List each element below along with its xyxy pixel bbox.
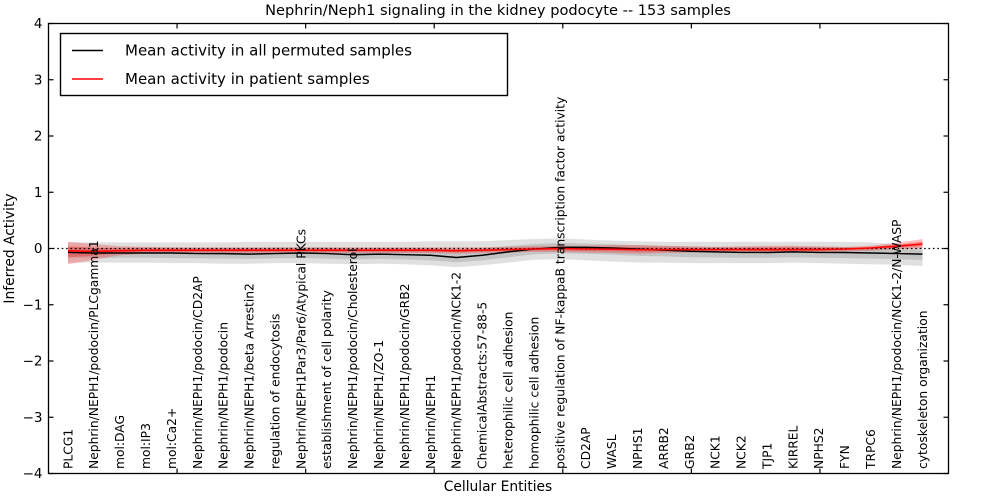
- band-permuted-outer: [68, 238, 923, 268]
- series-line-permuted: [67, 246, 923, 259]
- y-tick-label: 1: [34, 185, 43, 201]
- y-tick-label: 3: [34, 72, 43, 88]
- x-tick-label-entity: CD2AP: [579, 427, 593, 469]
- legend: Mean activity in all permuted samples Me…: [59, 32, 509, 97]
- x-axis-label: Cellular Entities: [444, 479, 553, 495]
- x-tick-label-entity: Nephrin/NEPH1/podocin: [217, 322, 231, 469]
- y-tick-label: −2: [23, 354, 43, 370]
- x-tick-label-entity: FYN: [838, 445, 852, 469]
- x-tick-label-entity: ChemicalAbstracts:57-88-5: [476, 302, 490, 469]
- x-tick-label-entity: NCK1: [709, 435, 723, 469]
- chart-title: Nephrin/Neph1 signaling in the kidney po…: [265, 2, 731, 19]
- x-tick-label-entity: mol:Ca2+: [165, 408, 179, 469]
- x-tick-label-entity: WASL: [605, 434, 619, 469]
- y-tick-label: 4: [34, 16, 43, 32]
- x-tick-label-entity: PLCG1: [61, 429, 75, 469]
- legend-box: [59, 32, 509, 97]
- x-tick-label-entity: GRB2: [683, 435, 697, 469]
- axis-ticks: [48, 22, 949, 475]
- y-tick-label: 2: [34, 129, 43, 145]
- x-tick-label-entity: Nephrin/NEPH1/podocin/GRB2: [398, 284, 412, 469]
- x-tick-label-entity: NPHS2: [812, 428, 826, 470]
- x-tick-label-entity: TJP1: [760, 443, 774, 470]
- series-lines: [67, 243, 923, 259]
- legend-label-permuted: Mean activity in all permuted samples: [125, 42, 412, 60]
- x-tick-label-entity: Nephrin/NEPH1/podocin/NCK1-2: [450, 272, 464, 469]
- legend-label-patient: Mean activity in patient samples: [125, 70, 370, 88]
- x-tick-label-entity: Nephrin/NEPH1/podocin/PLCgamma1: [87, 240, 101, 469]
- y-tick-label: −3: [23, 410, 43, 426]
- x-tick-label-entity: cytoskeleton organization: [916, 310, 930, 469]
- x-tick-label-entity: Nephrin/NEPH1/podocin/Cholesterol: [346, 248, 360, 469]
- y-tick-label: 0: [34, 241, 43, 257]
- x-tick-label-entity: mol:IP3: [139, 423, 153, 469]
- x-tick-label-entity: positive regulation of NF-kappaB transcr…: [553, 97, 567, 469]
- x-tick-label-entity: Nephrin/NEPH1/ZO-1: [372, 340, 386, 469]
- x-tick-labels: PLCG1 Nephrin/NEPH1/podocin/PLCgamma1 mol:…: [61, 97, 930, 470]
- x-tick-label-entity: NCK2: [735, 435, 749, 469]
- x-tick-label-entity: TRPC6: [864, 429, 878, 470]
- band-permuted-inner: [68, 242, 923, 263]
- y-tick-label: −1: [23, 297, 43, 313]
- x-tick-label-entity: heterophilic cell adhesion: [501, 312, 515, 469]
- x-tick-label-entity: homophilic cell adhesion: [527, 317, 541, 469]
- x-tick-label-entity: Nephrin/NEPH1Par3/Par6/Atypical PKCs: [294, 229, 308, 469]
- x-tick-label-entity: NPHS1: [631, 428, 645, 470]
- x-tick-label-entity: regulation of endocytosis: [268, 314, 282, 469]
- y-tick-labels: −4 −3 −2 −1 0 1 2 3 4: [23, 16, 43, 482]
- band-patient-outer: [68, 238, 923, 265]
- x-tick-label-entity: ARRB2: [657, 427, 671, 469]
- y-axis-label: Inferred Activity: [2, 193, 18, 303]
- x-tick-label-entity: mol:DAG: [113, 415, 127, 469]
- x-tick-label-entity: establishment of cell polarity: [320, 290, 334, 469]
- x-tick-label-entity: Nephrin/NEPH1/podocin/NCK1-2/N-WASP: [890, 220, 904, 469]
- x-tick-label-entity: Nephrin/NEPH1: [424, 375, 438, 469]
- series-line-patient: [67, 243, 923, 253]
- x-tick-label-entity: Nephrin/NEPH1/podocin/CD2AP: [191, 276, 205, 469]
- x-tick-label-entity: KIRREL: [786, 425, 800, 469]
- x-tick-label-entity: Nephrin/NEPH1/beta Arrestin2: [243, 283, 257, 469]
- y-tick-label: −4: [23, 466, 43, 482]
